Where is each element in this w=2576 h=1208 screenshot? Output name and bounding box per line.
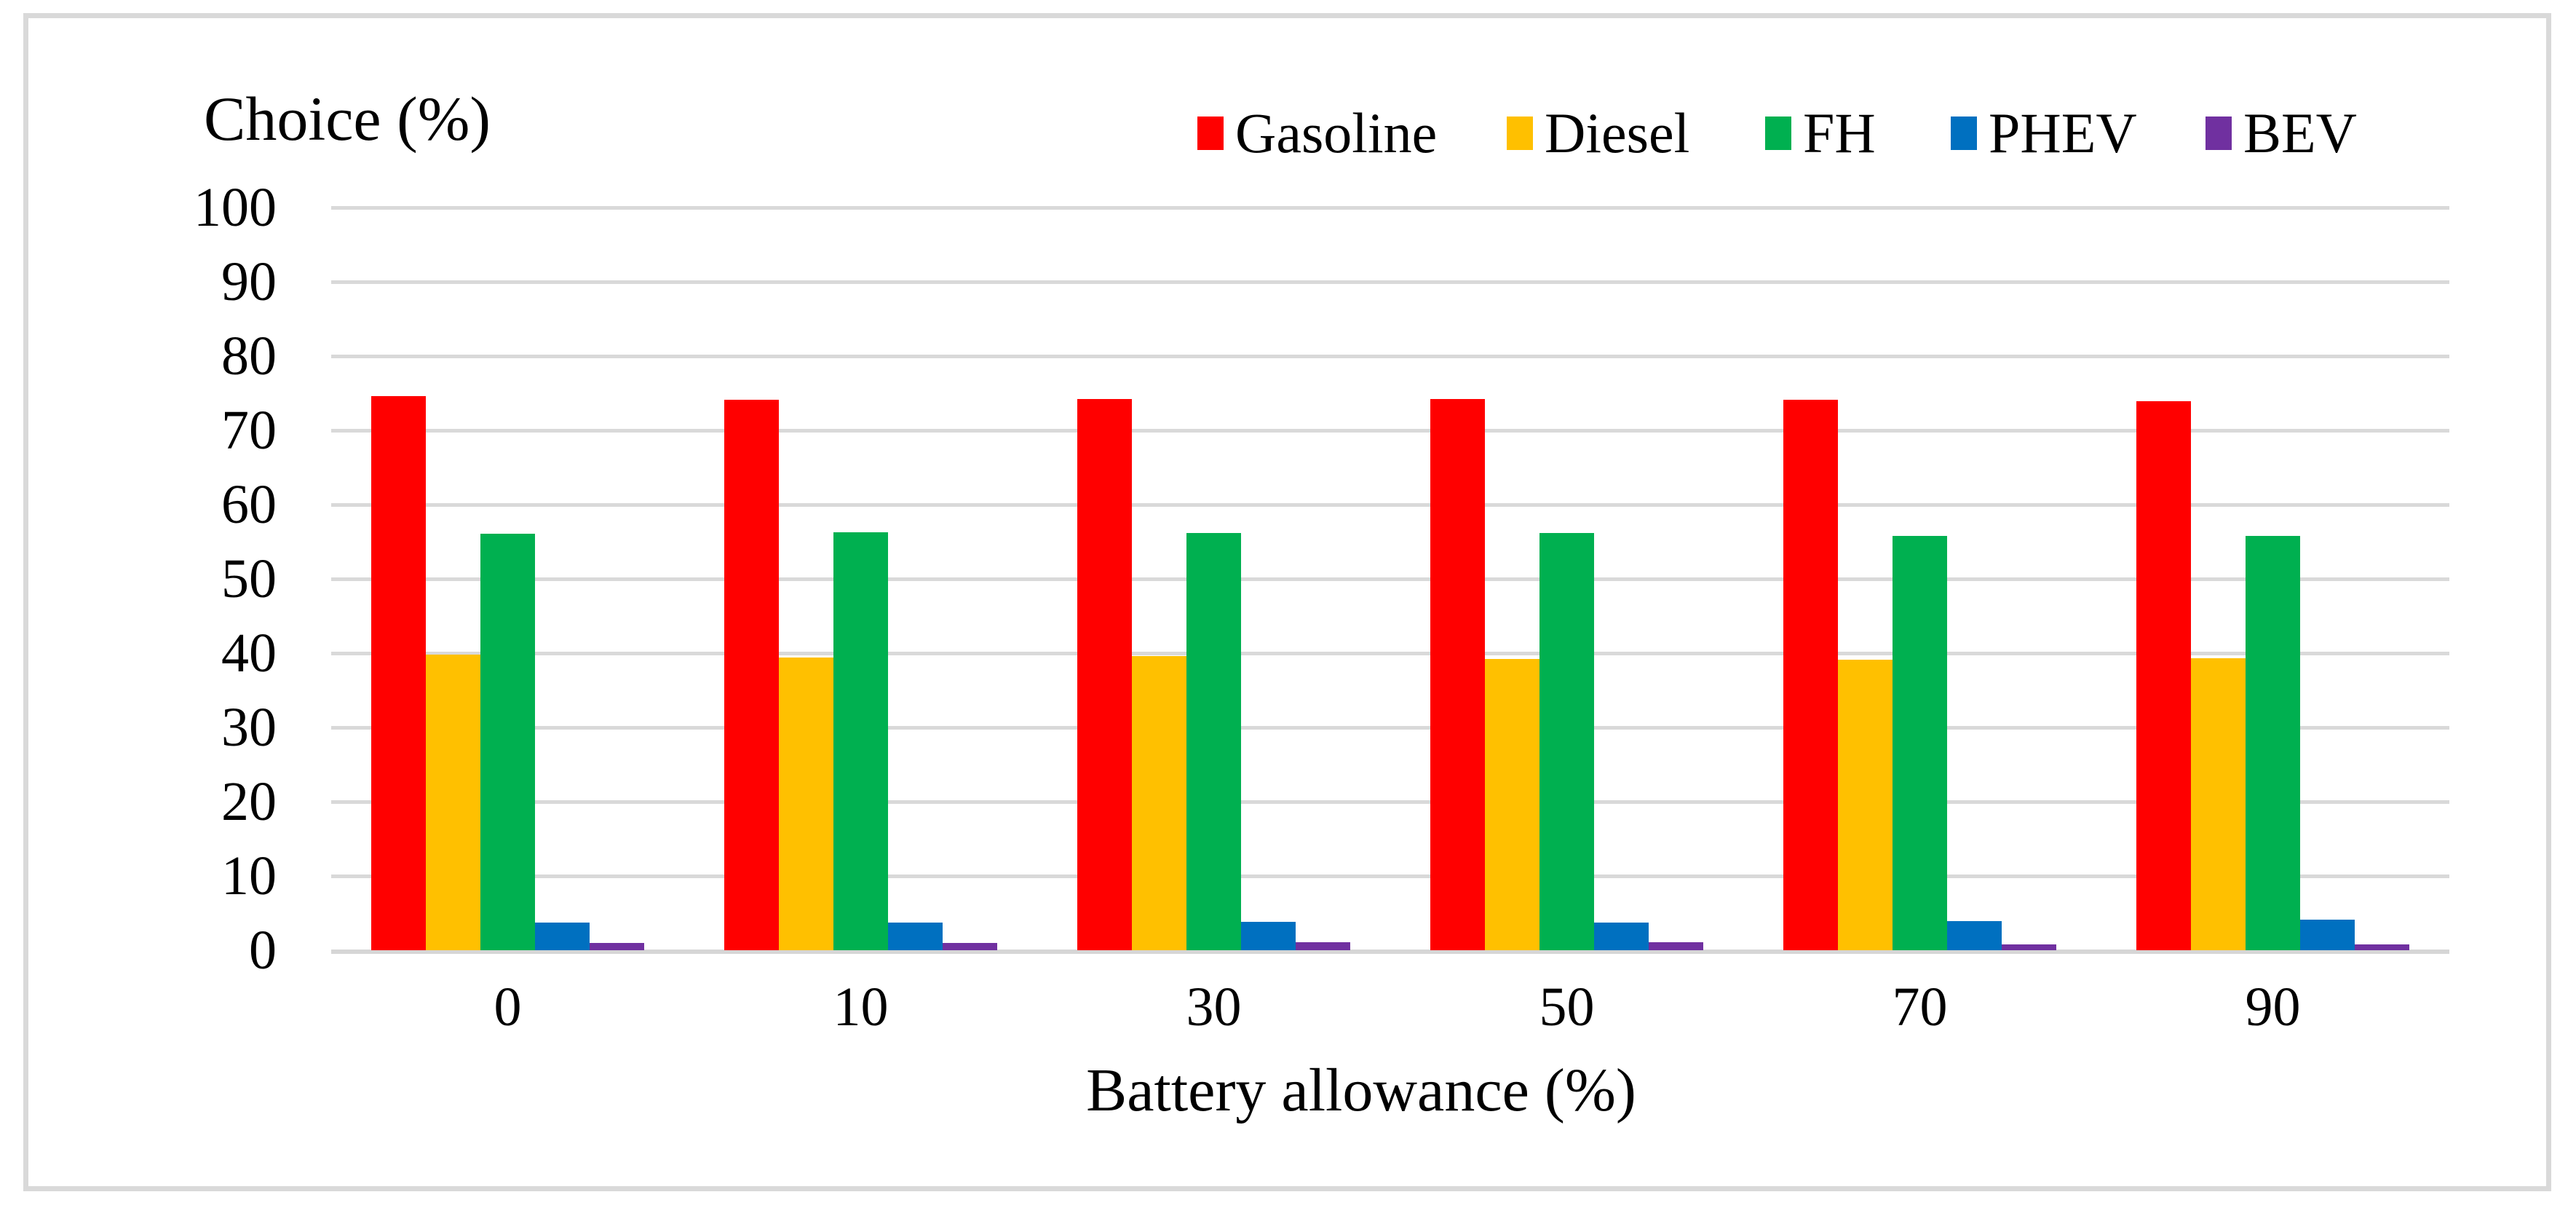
bar-group-70: [1743, 208, 2096, 950]
bar-diesel-0: [426, 655, 480, 950]
legend-marker-bev: [2206, 117, 2232, 150]
y-tick-label-70: 70: [221, 400, 277, 461]
x-tick-label-70: 70: [1892, 976, 1948, 1038]
bar-bev-30: [1296, 941, 1350, 950]
bar-gasoline-0: [371, 396, 426, 950]
gridline-30: [331, 725, 2449, 730]
bar-gasoline-50: [1430, 399, 1485, 950]
y-tick-label-50: 50: [221, 548, 277, 609]
bar-fh-50: [1539, 532, 1594, 950]
gridline-40: [331, 651, 2449, 655]
legend-marker-gasoline: [1197, 117, 1224, 150]
gridline-60: [331, 502, 2449, 507]
bar-bev-0: [590, 942, 644, 950]
bar-phev-10: [888, 923, 943, 950]
y-tick-label-10: 10: [221, 845, 277, 907]
bar-diesel-10: [779, 658, 833, 950]
x-tick-label-10: 10: [833, 976, 889, 1038]
x-tick-label-30: 30: [1186, 976, 1242, 1038]
bar-gasoline-90: [2136, 401, 2191, 950]
bar-fh-70: [1893, 535, 1947, 950]
bar-bev-70: [2002, 944, 2056, 950]
bar-group-30: [1037, 208, 1390, 950]
plot-area: [331, 205, 2449, 954]
gridline-10: [331, 874, 2449, 878]
legend-item-bev: BEV: [2206, 100, 2357, 166]
legend-item-phev: PHEV: [1951, 100, 2137, 166]
gridline-50: [331, 577, 2449, 581]
bar-diesel-70: [1838, 660, 1893, 950]
x-tick-label-90: 90: [2245, 976, 2301, 1038]
bar-phev-0: [535, 923, 590, 950]
bar-diesel-30: [1132, 656, 1186, 950]
legend-marker-phev: [1951, 117, 1977, 150]
chart-outer-border: [23, 13, 2551, 1191]
bar-phev-70: [1947, 921, 2002, 950]
bar-phev-50: [1594, 923, 1649, 950]
y-tick-label-40: 40: [221, 623, 277, 684]
legend-item-gasoline: Gasoline: [1197, 100, 1437, 166]
legend-marker-fh: [1765, 117, 1791, 150]
bar-gasoline-70: [1783, 400, 1838, 950]
bar-group-50: [1390, 208, 1743, 950]
y-axis-title: Choice (%): [204, 84, 491, 154]
bar-diesel-50: [1485, 659, 1539, 950]
legend-label-bev: BEV: [2243, 101, 2357, 165]
gridline-20: [331, 800, 2449, 804]
bar-fh-30: [1186, 532, 1241, 950]
y-tick-label-20: 20: [221, 771, 277, 832]
bar-diesel-90: [2191, 658, 2246, 950]
y-tick-label-0: 0: [249, 920, 277, 981]
bar-gasoline-30: [1077, 399, 1132, 950]
y-tick-label-100: 100: [194, 177, 277, 238]
legend-label-gasoline: Gasoline: [1235, 101, 1438, 165]
bar-fh-10: [833, 532, 888, 950]
x-axis-line: [331, 950, 2449, 954]
bar-group-0: [331, 208, 684, 950]
bar-bev-90: [2355, 944, 2409, 950]
legend-item-diesel: Diesel: [1507, 100, 1689, 166]
x-tick-label-50: 50: [1539, 976, 1595, 1038]
legend-label-diesel: Diesel: [1545, 101, 1690, 165]
y-tick-label-60: 60: [221, 474, 277, 535]
bar-gasoline-10: [724, 400, 779, 950]
y-tick-label-80: 80: [221, 325, 277, 387]
legend-label-fh: FH: [1803, 101, 1876, 165]
bar-group-90: [2096, 208, 2449, 950]
y-tick-label-30: 30: [221, 697, 277, 758]
gridline-70: [331, 428, 2449, 433]
legend-marker-diesel: [1507, 117, 1533, 150]
x-axis-title: Battery allowance (%): [1086, 1057, 1636, 1124]
bar-fh-0: [480, 533, 535, 950]
bar-bev-10: [943, 942, 997, 950]
gridline-80: [331, 354, 2449, 358]
bar-bev-50: [1649, 941, 1703, 950]
y-tick-label-90: 90: [221, 251, 277, 312]
bar-phev-90: [2300, 920, 2355, 950]
x-tick-label-0: 0: [494, 976, 522, 1038]
legend-item-fh: FH: [1765, 100, 1876, 166]
bar-phev-30: [1241, 922, 1296, 950]
bar-group-10: [684, 208, 1037, 950]
legend-label-phev: PHEV: [1989, 101, 2137, 165]
bar-fh-90: [2246, 535, 2300, 950]
gridline-100: [331, 205, 2449, 210]
gridline-90: [331, 280, 2449, 284]
